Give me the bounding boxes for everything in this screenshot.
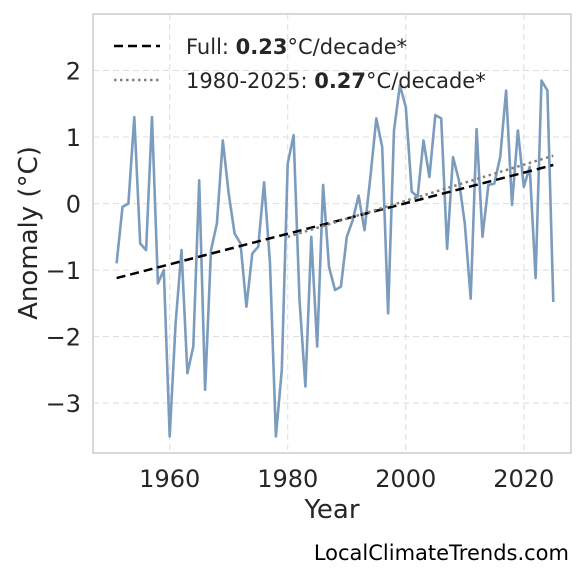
watermark: LocalClimateTrends.com bbox=[314, 541, 569, 565]
y-tick-label: −1 bbox=[46, 257, 81, 285]
legend-recent-unit: °C/decade* bbox=[366, 69, 486, 93]
x-axis-title: Year bbox=[303, 495, 359, 525]
x-tick-labels: 1960 1980 2000 2020 bbox=[139, 465, 554, 493]
x-tick-label: 1980 bbox=[257, 465, 318, 493]
y-tick-labels: 2 1 0 −1 −2 −3 bbox=[46, 58, 81, 419]
trend-lines bbox=[116, 154, 554, 280]
legend-entry-full: Full: 0.23°C/decade* bbox=[186, 35, 407, 59]
y-tick-label: 2 bbox=[66, 58, 81, 86]
series-line-anomaly bbox=[115, 79, 555, 438]
x-tick-label: 2020 bbox=[493, 465, 554, 493]
y-tick-label: 0 bbox=[66, 191, 81, 219]
legend-full-unit: °C/decade* bbox=[288, 35, 408, 59]
series-group bbox=[115, 79, 555, 438]
x-tick-label: 1960 bbox=[139, 465, 200, 493]
y-tick-label: −3 bbox=[46, 390, 81, 418]
legend-full-rate: 0.23 bbox=[236, 35, 288, 59]
y-axis-title: Anomaly (°C) bbox=[14, 146, 44, 320]
legend: Full: 0.23°C/decade* 1980-2025: 0.27°C/d… bbox=[114, 35, 486, 93]
y-tick-label: −2 bbox=[46, 324, 81, 352]
legend-recent-label: 1980-2025: bbox=[186, 69, 314, 93]
legend-recent-rate: 0.27 bbox=[314, 69, 366, 93]
grid bbox=[93, 14, 571, 453]
legend-full-label: Full: bbox=[186, 35, 236, 59]
y-tick-label: 1 bbox=[66, 124, 81, 152]
x-tick-label: 2000 bbox=[375, 465, 436, 493]
trend-line-recent bbox=[287, 154, 554, 239]
legend-entry-recent: 1980-2025: 0.27°C/decade* bbox=[186, 69, 486, 93]
